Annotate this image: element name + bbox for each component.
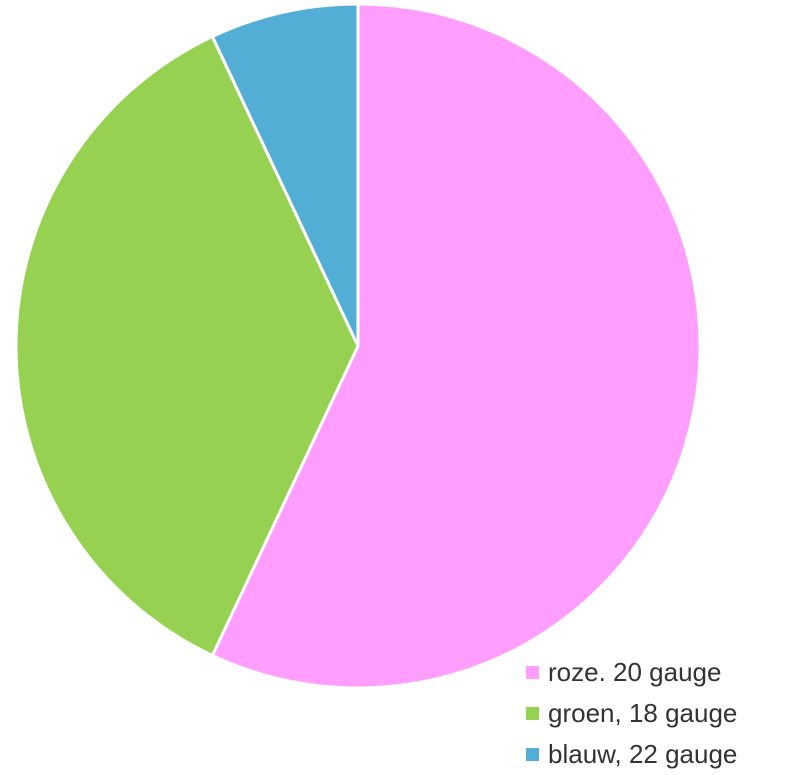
pie-slice-1	[14, 35, 360, 657]
legend-item-groen: groen, 18 gauge	[526, 693, 737, 734]
pie-slice-2	[210, 2, 360, 348]
pie-slice-0	[210, 2, 702, 690]
legend-label-blauw: blauw, 22 gauge	[548, 739, 738, 769]
legend-item-roze: roze. 20 gauge	[526, 652, 737, 693]
legend-swatch-blauw	[526, 748, 539, 761]
legend: roze. 20 gauge groen, 18 gauge blauw, 22…	[526, 652, 737, 775]
legend-swatch-roze	[526, 666, 539, 679]
legend-label-roze: roze. 20 gauge	[548, 657, 722, 687]
legend-label-groen: groen, 18 gauge	[548, 698, 738, 728]
legend-swatch-groen	[526, 707, 539, 720]
legend-item-blauw: blauw, 22 gauge	[526, 734, 737, 775]
